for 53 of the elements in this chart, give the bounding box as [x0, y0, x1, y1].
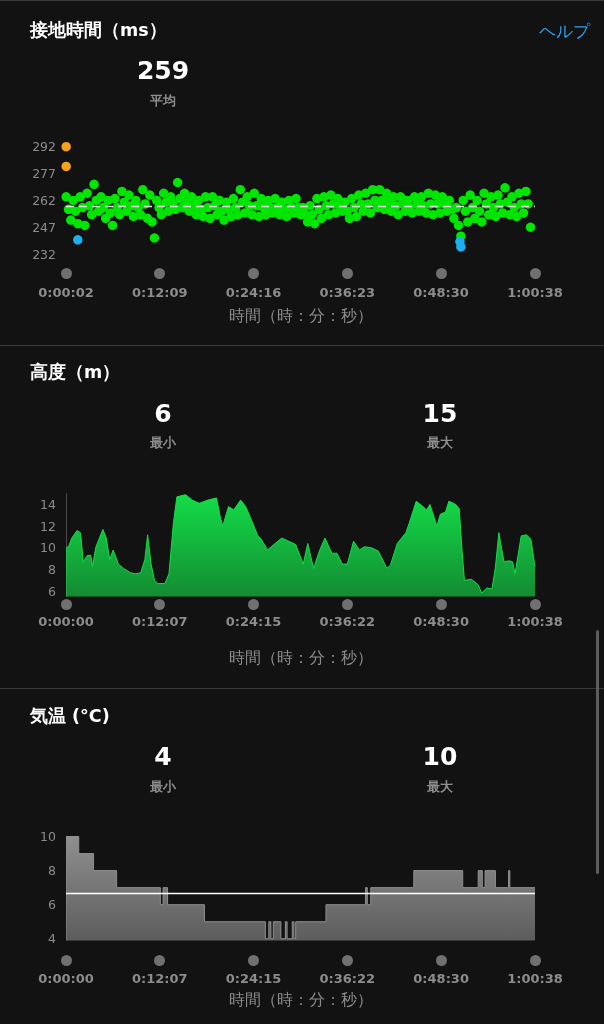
x-tick-label: 0:00:00: [38, 614, 94, 629]
chart-title: 接地時間（ms）: [30, 19, 167, 41]
text: 最小: [150, 435, 176, 451]
y-tick-label: 6: [48, 897, 57, 913]
y-tick-label: 8: [48, 863, 57, 879]
text: 6: [154, 399, 172, 429]
x-tick-label: 0:36:23: [319, 285, 376, 301]
point: [61, 161, 71, 172]
x-tick-label: 0:12:07: [131, 970, 188, 986]
point: [456, 242, 466, 252]
y-tick-label: 262: [32, 192, 56, 208]
point: [61, 141, 71, 152]
text: 10: [422, 742, 458, 772]
x-axis-title: 時間（時：分：秒）: [228, 990, 373, 1009]
x-tick-label: 0:24:15: [225, 970, 282, 986]
y-tick-label: 247: [32, 219, 56, 235]
y-tick-label: 10: [40, 829, 57, 844]
text: 259: [136, 56, 190, 86]
x-tick-label: 0:36:22: [319, 614, 376, 629]
x-tick-label: 0:00:00: [38, 970, 94, 986]
text: 最大: [427, 435, 453, 451]
x-tick-label: 0:00:02: [38, 285, 94, 301]
point: [73, 235, 83, 245]
y-tick-label: 292: [32, 139, 56, 155]
chart-title: 高度（m）: [30, 361, 121, 383]
text: 15: [422, 399, 458, 429]
x-tick-label: 1:00:38: [507, 970, 563, 986]
y-tick-label: 14: [40, 496, 57, 512]
text: 最大: [427, 779, 453, 795]
x-tick-label: 0:48:30: [413, 614, 469, 629]
x-tick-label: 1:00:38: [507, 614, 563, 629]
x-tick-label: 0:48:30: [413, 285, 469, 301]
text: 平均: [150, 93, 176, 109]
y-tick-label: 4: [48, 931, 57, 947]
text: 最小: [150, 779, 176, 795]
x-tick-label: 1:00:38: [507, 285, 563, 301]
y-tick-label: 10: [40, 540, 57, 556]
x-tick-label: 0:24:15: [225, 614, 282, 629]
y-tick-label: 6: [48, 583, 57, 599]
x-tick-label: 0:36:22: [319, 970, 376, 986]
y-tick-label: 232: [32, 246, 56, 262]
y-tick-label: 12: [40, 518, 56, 534]
text: ヘルプ: [539, 20, 590, 42]
x-tick-label: 0:48:30: [413, 970, 469, 986]
x-tick-label: 0:12:09: [131, 285, 188, 301]
x-tick-label: 0:24:16: [225, 285, 282, 301]
chart-title: 気温 (°C): [30, 705, 110, 727]
x-axis-title: 時間（時：分：秒）: [228, 305, 373, 325]
text: 4: [154, 742, 172, 772]
y-tick-label: 277: [32, 166, 56, 182]
y-tick-label: 8: [48, 561, 57, 577]
x-axis-title: 時間（時：分：秒）: [228, 647, 373, 667]
x-tick-label: 0:12:07: [131, 614, 188, 629]
